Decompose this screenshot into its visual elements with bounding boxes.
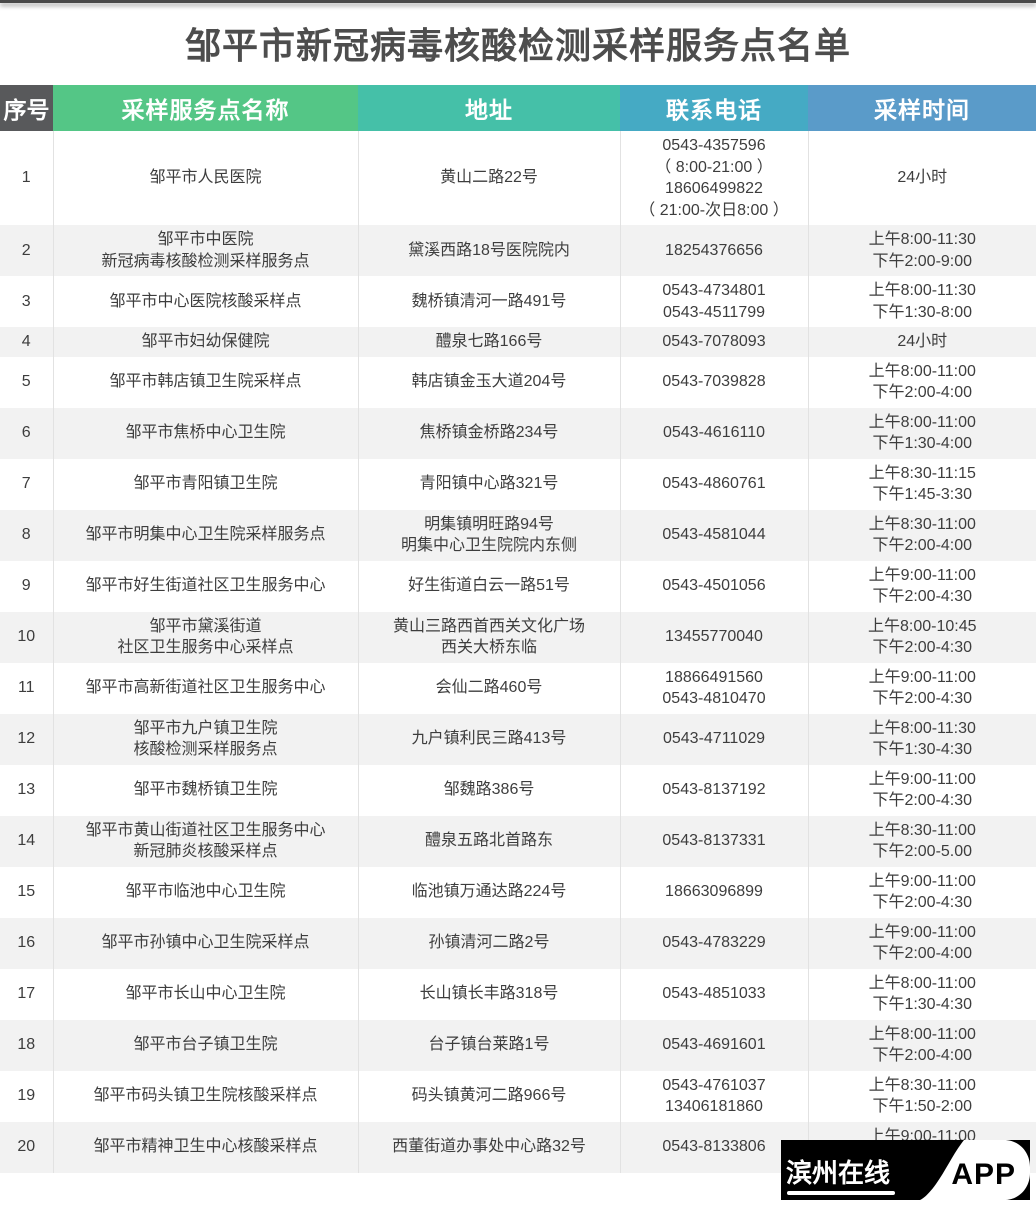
svg-text:滨州在线: 滨州在线 [786,1158,890,1188]
svg-text:APP: APP [951,1158,1016,1191]
